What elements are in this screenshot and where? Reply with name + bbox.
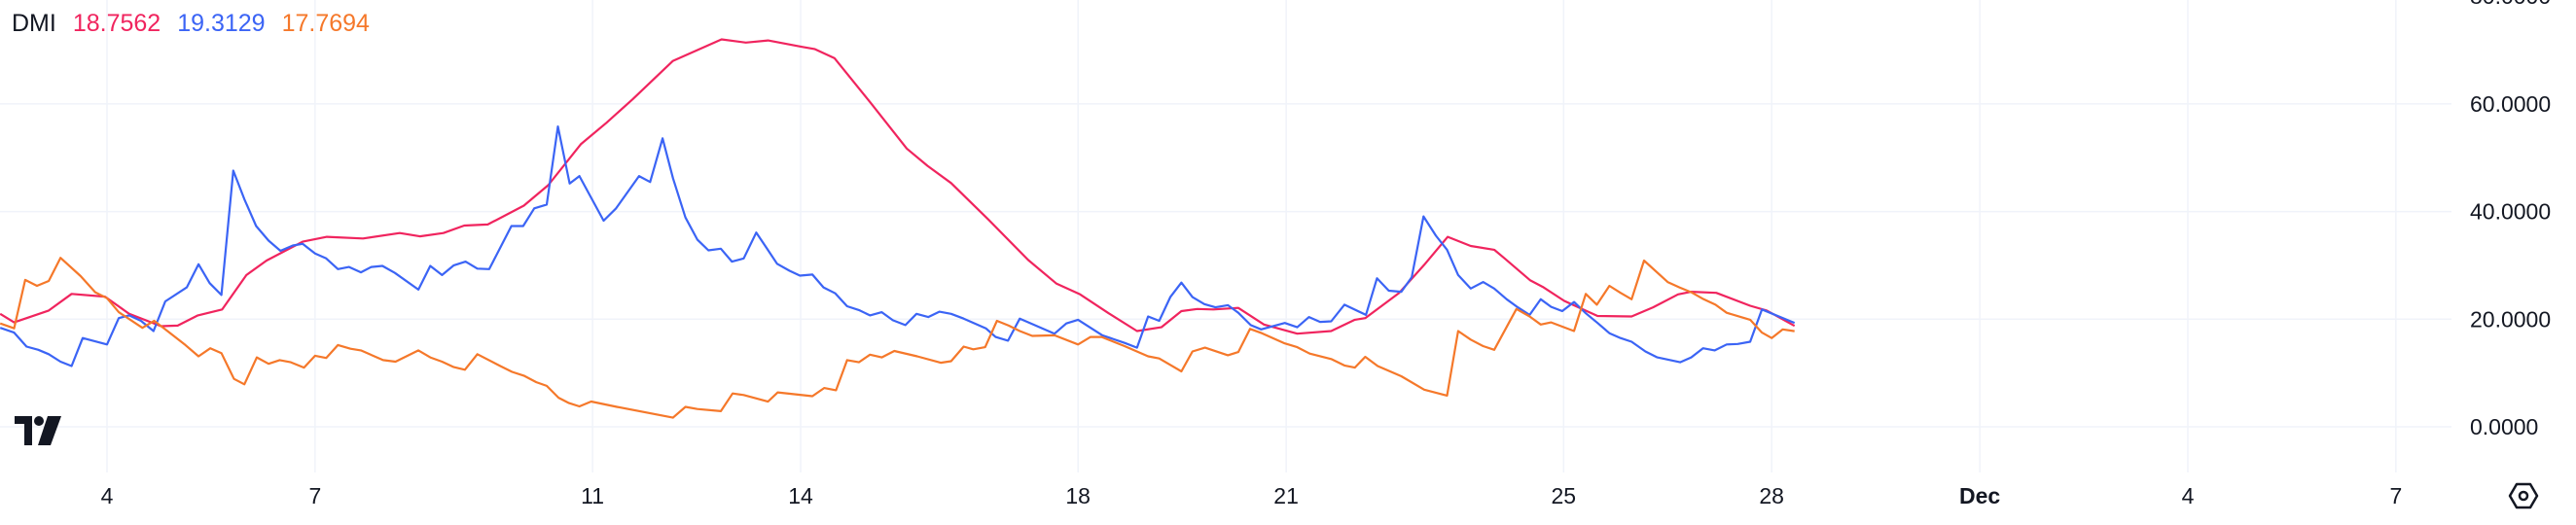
x-tick-label: 18 (1065, 483, 1091, 508)
series-line-adx (0, 38, 1796, 335)
x-tick-label: 28 (1759, 483, 1784, 508)
x-tick-label: 7 (2390, 483, 2403, 508)
x-tick-label: 11 (581, 483, 604, 508)
legend-adx-value: 18.7562 (72, 10, 161, 37)
x-axis[interactable]: 4 7 11 14 18 21 25 28 Dec 4 7 (101, 483, 2403, 508)
y-tick-label: 60.0000 (2470, 91, 2551, 117)
tradingview-logo[interactable] (15, 416, 61, 450)
x-tick-label: 7 (309, 483, 322, 508)
y-tick-label: 40.0000 (2470, 199, 2551, 225)
series-line-minus_di (0, 257, 1795, 419)
legend-minus-di-value: 17.7694 (281, 10, 370, 37)
x-tick-label: Dec (1959, 483, 2000, 508)
vertical-gridlines (106, 0, 2397, 472)
y-axis[interactable]: 0.0000 20.0000 40.0000 60.0000 80.0000 (2470, 0, 2551, 439)
horizontal-gridlines (0, 103, 2451, 428)
series-lines (0, 38, 1796, 419)
legend-plus-di-value: 19.3129 (177, 10, 266, 37)
legend-indicator-name: DMI (12, 10, 56, 37)
x-tick-label: 14 (788, 483, 813, 508)
x-tick-label: 4 (2182, 483, 2195, 508)
y-tick-label: 20.0000 (2470, 306, 2551, 332)
x-tick-label: 4 (101, 483, 114, 508)
y-tick-label: 80.0000 (2470, 0, 2551, 9)
x-tick-label: 21 (1273, 483, 1299, 508)
y-tick-label: 0.0000 (2470, 414, 2538, 439)
settings-hexagon-icon[interactable] (2508, 480, 2539, 511)
x-tick-label: 25 (1552, 483, 1577, 508)
series-line-plus_di (0, 125, 1796, 368)
indicator-legend[interactable]: DMI 18.7562 19.3129 17.7694 (12, 10, 370, 38)
